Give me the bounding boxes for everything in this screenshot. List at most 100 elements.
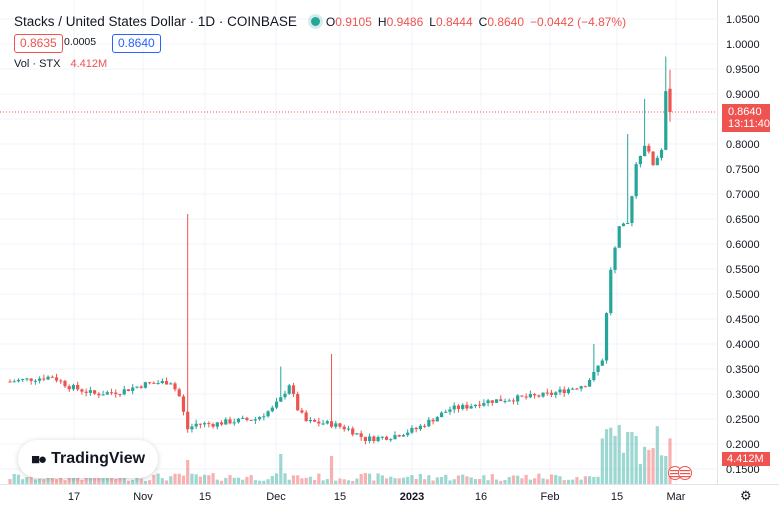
volume-bar — [444, 474, 448, 484]
volume-bar — [617, 424, 621, 484]
candle-body — [613, 247, 617, 270]
candle-body — [414, 427, 418, 430]
volume-bar — [423, 479, 427, 484]
candle-body — [401, 435, 406, 437]
candle-body — [435, 417, 439, 422]
volume-bar — [228, 475, 232, 484]
tradingview-logo[interactable]: ■● TradingView — [18, 440, 158, 478]
volume-bar — [203, 474, 207, 484]
candle-body — [304, 412, 308, 422]
candle-body — [456, 405, 461, 409]
candle-body — [592, 371, 596, 381]
volume-bar — [549, 474, 554, 484]
volume-bar — [152, 474, 156, 484]
gear-icon[interactable]: ⚙ — [740, 488, 752, 503]
volume-bar — [190, 473, 194, 484]
volume-bar — [21, 479, 25, 484]
volume-bar — [274, 473, 279, 484]
volume-label[interactable]: Vol · STX — [14, 58, 61, 70]
candle-body — [562, 389, 566, 393]
volume-bar — [537, 473, 541, 484]
market-status-icon — [310, 17, 320, 26]
bar-countdown: 13:11:40 — [728, 118, 771, 130]
low-value: 0.8444 — [435, 15, 473, 29]
x-tick-label: Nov — [133, 491, 153, 503]
chart-legend: Stacks / United States Dollar · 1D · COI… — [14, 14, 632, 29]
candle-body — [97, 393, 101, 396]
volume-bar — [283, 473, 287, 484]
volume-bar — [448, 480, 452, 484]
candle-body — [410, 427, 414, 433]
candle-body — [84, 391, 88, 393]
candle-body — [664, 91, 668, 150]
candle-body — [262, 416, 266, 418]
volume-bar — [118, 475, 122, 484]
volume-bar — [156, 473, 160, 484]
candle-body — [143, 382, 147, 388]
candle-body — [596, 365, 600, 372]
candle-body — [490, 400, 494, 403]
candle-body — [33, 380, 37, 382]
volume-bar — [131, 479, 135, 484]
candle-body — [439, 412, 444, 418]
candle-body — [190, 426, 194, 430]
volume-bar — [533, 478, 537, 484]
volume-bar — [503, 480, 507, 484]
candle-body — [139, 386, 143, 388]
volume-bar — [135, 477, 139, 484]
volume-bar — [29, 473, 33, 484]
candle-body — [317, 421, 321, 424]
candle-body — [245, 417, 249, 420]
volume-bar — [406, 476, 410, 484]
candle-body — [42, 378, 46, 380]
volume-bar — [376, 473, 380, 484]
candle-body — [334, 423, 338, 427]
volume-bar — [613, 435, 617, 484]
volume-bar — [46, 474, 50, 484]
volume-bar — [401, 477, 406, 484]
volume-bar — [143, 480, 147, 484]
candle-body — [181, 396, 186, 412]
candle-body — [54, 377, 59, 381]
volume-bar — [359, 474, 363, 484]
candle-body — [617, 226, 621, 248]
buy-price-button[interactable]: 0.8640 — [112, 34, 161, 53]
high-value: 0.9486 — [386, 15, 424, 29]
candle-body — [541, 392, 545, 397]
volume-bar — [160, 478, 164, 484]
candle-body — [122, 389, 126, 395]
candle-body — [583, 386, 587, 388]
volume-bar — [465, 476, 469, 484]
candle-body — [651, 151, 655, 166]
volume-bar — [42, 479, 46, 484]
candle-body — [198, 423, 202, 425]
us-flag-icon[interactable] — [668, 466, 692, 480]
candle-body — [249, 419, 253, 421]
volume-bar — [126, 480, 131, 484]
volume-bar — [368, 473, 372, 484]
volume-bar — [139, 478, 143, 484]
candle-body — [135, 386, 139, 388]
candle-body — [507, 400, 511, 402]
candle-body — [380, 436, 384, 438]
sell-price-button[interactable]: 0.8635 — [14, 34, 63, 53]
volume-bar — [148, 480, 152, 484]
candle-body — [389, 439, 393, 441]
y-tick-label: 0.4000 — [726, 339, 760, 351]
y-tick-label: 0.3000 — [726, 389, 760, 401]
candle-body — [156, 383, 160, 385]
volume-bar — [266, 479, 270, 484]
volume-bar — [334, 480, 338, 484]
volume-bar — [198, 476, 202, 484]
volume-bar — [414, 478, 418, 484]
symbol-title[interactable]: Stacks / United States Dollar · 1D · COI… — [14, 14, 297, 29]
logo-text: TradingView — [51, 450, 146, 467]
candle-body — [448, 409, 452, 412]
volume-bar — [482, 475, 486, 484]
volume-bar — [279, 454, 283, 484]
y-tick-label: 1.0500 — [726, 14, 760, 26]
low-label: L — [429, 15, 436, 29]
candle-body — [503, 401, 507, 403]
open-label: O — [325, 15, 336, 29]
